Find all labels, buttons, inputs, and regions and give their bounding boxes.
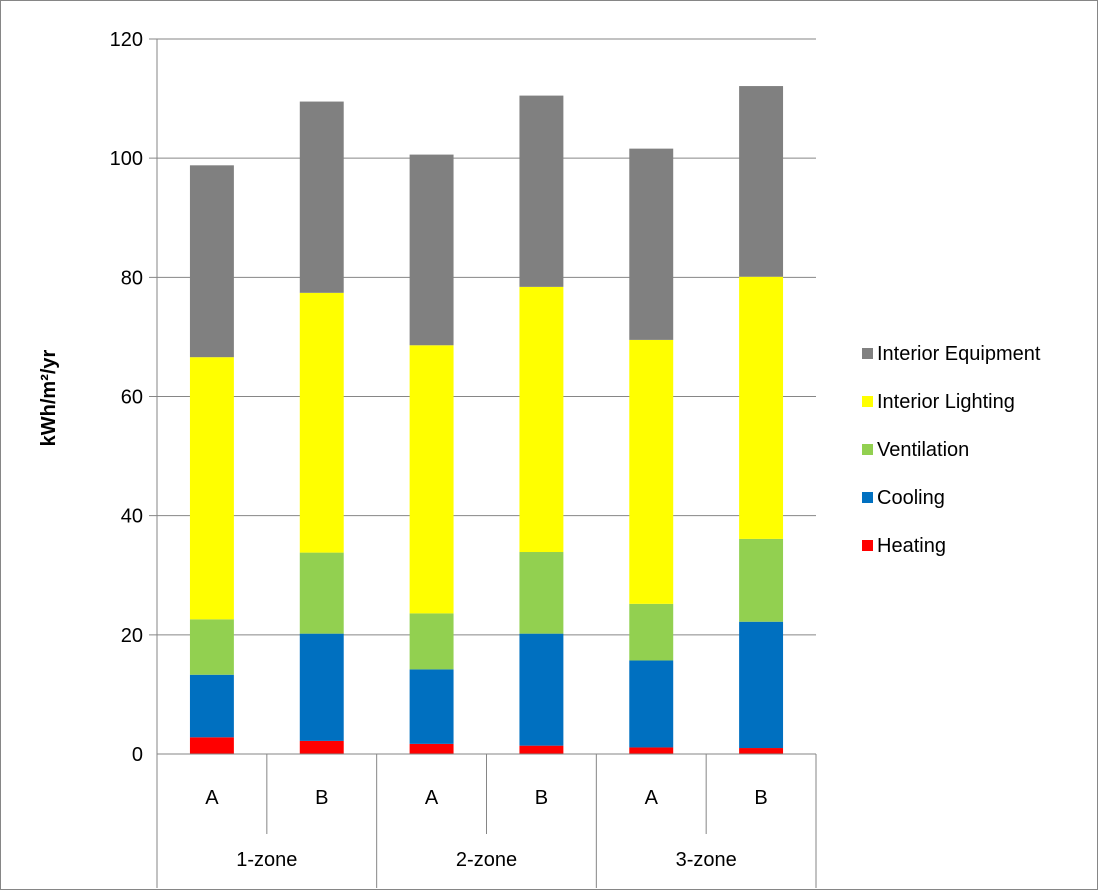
bar-interior-lighting (629, 339, 674, 604)
bar-heating (409, 743, 454, 754)
y-tick-label: 100 (110, 148, 143, 170)
tick-labels: 0 20 40 60 80 100 120 A B A B A B 1-zone 2-zone 3-zone (110, 29, 768, 871)
bar-interior-lighting (299, 292, 344, 553)
x-category-label: A (205, 787, 219, 809)
bar-interior-equipment (739, 86, 784, 277)
bar-cooling (409, 669, 454, 744)
y-tick-label: 40 (121, 506, 143, 528)
axes (156, 39, 817, 888)
legend-swatch (862, 492, 873, 503)
bar-ventilation (409, 613, 454, 670)
bar-interior-lighting (739, 276, 784, 539)
bar-interior-equipment (299, 101, 344, 293)
gridlines (149, 38, 816, 636)
bars (189, 86, 784, 754)
bar-ventilation (519, 552, 564, 634)
legend-label: Interior Equipment (877, 343, 1041, 365)
y-tick-label: 20 (121, 625, 143, 647)
legend-label: Ventilation (877, 439, 969, 461)
bar-interior-lighting (519, 286, 564, 553)
bar-interior-lighting (409, 345, 454, 614)
y-axis-title: kWh/m²/yr (38, 349, 60, 446)
bar-ventilation (189, 619, 234, 675)
bar-heating (629, 747, 674, 754)
bar-cooling (629, 660, 674, 748)
x-group-label: 2-zone (456, 849, 517, 871)
bar-cooling (189, 674, 234, 738)
x-group-label: 1-zone (236, 849, 297, 871)
legend: Interior Equipment Interior Lighting Venti… (862, 343, 1041, 557)
bar-cooling (519, 633, 564, 746)
legend-label: Heating (877, 535, 946, 557)
bar-cooling (739, 621, 784, 749)
legend-label: Cooling (877, 487, 945, 509)
legend-swatch (862, 540, 873, 551)
x-category-label: B (315, 787, 328, 809)
x-category-label: B (754, 787, 767, 809)
bar-ventilation (739, 538, 784, 622)
y-tick-label: 80 (121, 267, 143, 289)
bar-interior-equipment (189, 165, 234, 358)
legend-swatch (862, 396, 873, 407)
x-category-label: A (645, 787, 659, 809)
bar-heating (739, 748, 784, 754)
x-category-label: B (535, 787, 548, 809)
x-category-label: A (425, 787, 439, 809)
bar-interior-lighting (189, 357, 234, 620)
x-group-label: 3-zone (676, 849, 737, 871)
bar-heating (189, 737, 234, 754)
bar-interior-equipment (629, 148, 674, 340)
bar-heating (299, 740, 344, 754)
legend-label: Interior Lighting (877, 391, 1015, 413)
y-tick-label: 0 (132, 744, 143, 766)
bar-cooling (299, 633, 344, 741)
legend-swatch (862, 444, 873, 455)
bar-interior-equipment (519, 95, 564, 287)
y-tick-label: 120 (110, 29, 143, 51)
bar-heating (519, 745, 564, 754)
legend-swatch (862, 348, 873, 359)
bar-interior-equipment (409, 154, 454, 346)
y-tick-label: 60 (121, 387, 143, 409)
bar-ventilation (299, 552, 344, 634)
bar-ventilation (629, 603, 674, 661)
